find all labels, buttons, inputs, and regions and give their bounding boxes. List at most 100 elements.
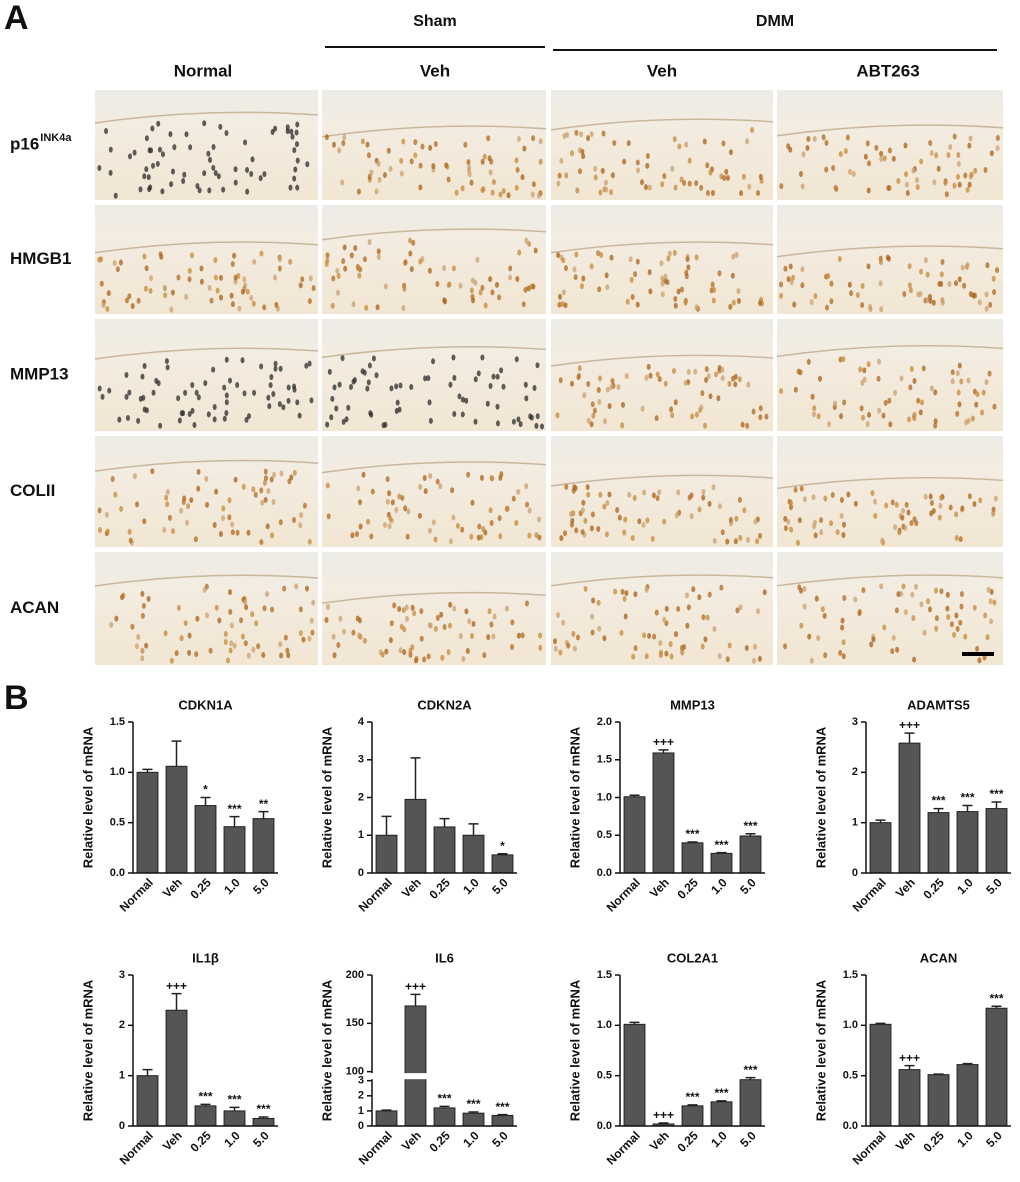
y-tick-label: 2 [358,791,364,803]
cell [349,252,354,259]
cell [891,155,896,162]
cell [277,265,282,272]
cell [304,585,309,592]
cell [968,291,973,298]
y-tick-label: 0.5 [843,1070,858,1082]
cell [299,512,304,519]
cell [555,412,560,419]
cell [559,157,564,164]
cell [560,300,565,307]
cell [602,418,607,425]
cell [240,357,245,364]
cell [401,138,406,145]
cell [408,250,413,257]
cell [331,141,336,148]
cell [517,249,522,256]
cell [727,380,732,387]
cell [382,522,387,529]
chart-title: IL6 [435,950,454,965]
bar [623,1023,646,1127]
bar [898,742,921,874]
cell [356,265,361,272]
cell [399,170,404,177]
cell [148,184,153,191]
error-bar [497,852,508,855]
tissue-surface [550,474,774,487]
cell [989,588,994,595]
tissue-surface [550,574,774,587]
cell [229,292,234,299]
tissue-surface [550,241,774,254]
cell [673,399,678,406]
cell [367,239,372,246]
cell [184,131,189,138]
bar [985,1007,1008,1127]
cell [387,490,392,497]
cell [452,605,457,612]
cell [847,168,852,175]
bar [739,1079,762,1127]
cell [245,288,250,295]
cell [571,630,576,637]
cell [386,147,391,154]
cell [928,297,933,304]
cell [307,298,312,305]
cell [144,166,149,173]
y-tick-label: 1.0 [110,766,125,778]
cell [977,657,982,664]
cell [684,141,689,148]
cell [326,513,331,520]
y-tick-label: 3 [119,969,125,981]
cell [169,657,174,664]
cell [156,120,161,127]
cell [933,422,938,429]
cell [533,247,538,254]
cell [136,297,141,304]
cell [899,375,904,382]
cell [865,421,870,428]
cell [955,410,960,417]
cell [664,650,669,657]
cell [620,422,625,429]
cell [597,286,602,293]
cell [680,649,685,656]
cell [835,529,840,536]
cell [342,244,347,251]
error-bar [497,1113,508,1116]
cell [720,529,725,536]
cell [616,384,621,391]
image-grid [94,90,1004,665]
cell [663,380,668,387]
cell [395,399,400,406]
cell [905,190,910,197]
cell [827,421,832,428]
cell [242,390,247,397]
column-label: Normal [174,61,233,80]
cell [260,499,265,506]
cell [526,285,531,292]
cell [569,150,574,157]
cell [336,273,341,280]
cell [644,586,649,593]
cell [262,171,267,178]
cell [115,266,120,273]
cell [252,389,257,396]
significance-label: +++ [653,1108,674,1122]
cell [223,631,228,638]
bar [252,818,275,874]
cell [586,417,591,424]
cell [211,164,216,171]
cell [537,534,542,541]
cell [882,155,887,162]
x-tick-label: Normal [604,875,643,914]
y-tick-label: 0 [119,1120,125,1132]
cell [486,135,491,142]
cell [745,536,750,543]
cell [893,524,898,531]
cell [985,262,990,269]
cell [516,632,521,639]
cell [413,657,418,664]
significance-label: *** [714,838,728,852]
cell [413,139,418,146]
